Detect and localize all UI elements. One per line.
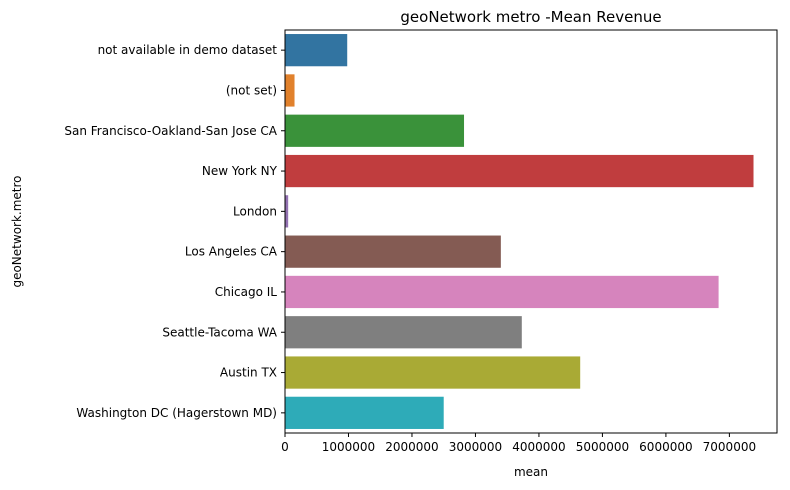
bar-2 bbox=[285, 74, 295, 107]
bar-8 bbox=[285, 316, 522, 349]
x-tick-label: 2000000 bbox=[385, 440, 438, 454]
x-tick-label: 6000000 bbox=[639, 440, 692, 454]
y-tick-label: London bbox=[233, 204, 277, 218]
x-tick-label: 7000000 bbox=[703, 440, 756, 454]
bar-6 bbox=[285, 235, 501, 268]
x-tick-label: 0 bbox=[281, 440, 289, 454]
y-tick-label: Seattle-Tacoma WA bbox=[162, 325, 277, 339]
y-axis-label: geoNetwork.metro bbox=[10, 175, 24, 287]
x-axis-ticks: 0 1000000 2000000 3000000 4000000 5000000 6000… bbox=[281, 433, 756, 454]
x-tick-label: 1000000 bbox=[322, 440, 375, 454]
x-tick-label: 5000000 bbox=[576, 440, 629, 454]
bar-1 bbox=[285, 34, 348, 67]
x-tick-label: 4000000 bbox=[512, 440, 565, 454]
plot-frame bbox=[284, 29, 778, 434]
chart-title: geoNetwork metro -Mean Revenue bbox=[400, 8, 661, 26]
y-tick-label: Los Angeles CA bbox=[185, 245, 278, 259]
y-tick-label: Austin TX bbox=[220, 366, 277, 380]
y-axis-ticks: not available in demo dataset (not set) Sa… bbox=[64, 43, 285, 420]
bar-3 bbox=[285, 114, 465, 147]
y-tick-label: Chicago IL bbox=[215, 285, 278, 299]
bars-group bbox=[285, 34, 754, 429]
bar-10 bbox=[285, 396, 444, 429]
bar-7 bbox=[285, 275, 719, 309]
y-tick-label: (not set) bbox=[226, 83, 277, 97]
bar-5 bbox=[285, 195, 289, 228]
bar-4 bbox=[285, 154, 754, 188]
y-tick-label: Washington DC (Hagerstown MD) bbox=[76, 406, 277, 420]
y-tick-label: San Francisco-Oakland-San Jose CA bbox=[64, 124, 277, 138]
x-tick-label: 3000000 bbox=[449, 440, 502, 454]
y-tick-label: not available in demo dataset bbox=[98, 43, 278, 57]
x-axis-label: mean bbox=[514, 465, 548, 479]
y-tick-label: New York NY bbox=[202, 164, 278, 178]
bar-9 bbox=[285, 356, 581, 389]
